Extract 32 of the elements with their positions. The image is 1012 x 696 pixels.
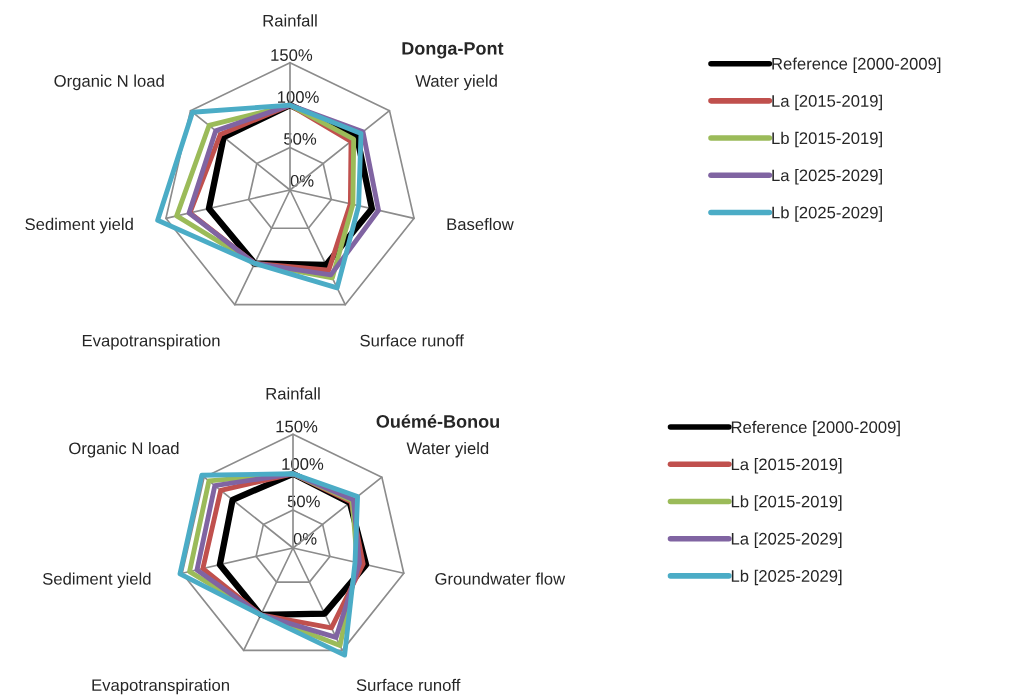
spoke-label: Rainfall bbox=[266, 387, 320, 400]
spoke-label: Water yield bbox=[406, 441, 489, 458]
legend-label: Lb [2015-2019] bbox=[731, 495, 842, 511]
spoke-label: Surface runoff bbox=[356, 678, 461, 692]
y-tick-label: 100% bbox=[278, 91, 319, 103]
spoke-label: Water yield bbox=[415, 74, 497, 91]
legend-label: La [2015-2019] bbox=[772, 94, 882, 111]
spoke-label: Groundwater flow bbox=[435, 572, 566, 585]
spoke-label: Organic N load bbox=[54, 74, 164, 91]
legend-label: Reference [2000-2009] bbox=[731, 420, 900, 437]
legend-label: Lb [2015-2019] bbox=[772, 131, 882, 148]
y-tick-label: 150% bbox=[276, 420, 318, 433]
spoke-label: Baseflow bbox=[447, 217, 514, 231]
legend-label: La [2015-2019] bbox=[731, 458, 842, 474]
spoke-label: Rainfall bbox=[263, 14, 317, 27]
text: Ouémé-Bonou bbox=[376, 414, 499, 428]
spoke-label: Surface runoff bbox=[360, 334, 464, 347]
y-tick-label: 50% bbox=[287, 495, 320, 508]
spoke-label: Evapotranspiration bbox=[92, 678, 229, 695]
y-tick-label: 100% bbox=[282, 458, 324, 470]
legend-label: Reference [2000-2009] bbox=[772, 57, 941, 73]
legend-label: La [2025-2029] bbox=[731, 532, 842, 548]
legend-label: Lb [2025-2029] bbox=[772, 206, 882, 222]
spoke-label: Evapotranspiration bbox=[82, 334, 220, 350]
text: Donga-Pont bbox=[402, 42, 504, 59]
legend-label: La [2025-2029] bbox=[772, 169, 882, 185]
spoke-label: Organic N load bbox=[69, 441, 179, 458]
legend-label: Lb [2025-2029] bbox=[731, 569, 842, 586]
y-tick-label: 50% bbox=[284, 133, 317, 145]
spoke-label: Sediment yield bbox=[25, 217, 133, 234]
spoke-label: Sediment yield bbox=[42, 572, 151, 589]
y-tick-label: 150% bbox=[271, 49, 313, 61]
